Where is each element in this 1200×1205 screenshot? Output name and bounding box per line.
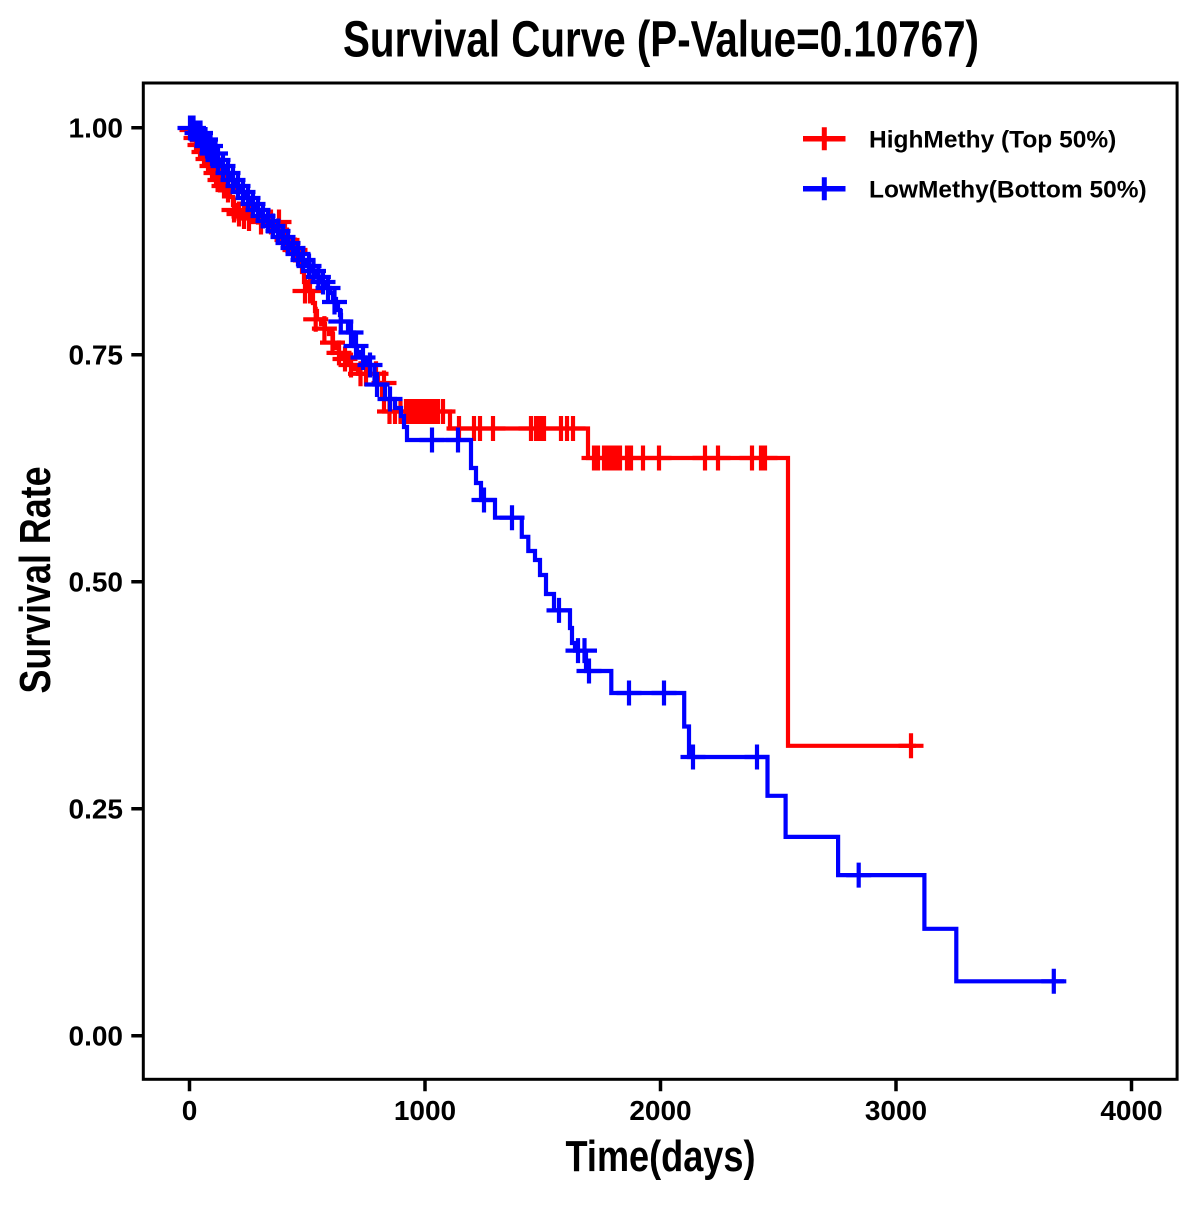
svg-text:Survival Rate: Survival Rate xyxy=(11,467,60,694)
svg-text:Survival Curve (P-Value=0.1076: Survival Curve (P-Value=0.10767) xyxy=(343,11,979,68)
svg-text:LowMethy(Bottom 50%): LowMethy(Bottom 50%) xyxy=(869,176,1147,203)
svg-text:Time(days): Time(days) xyxy=(566,1132,756,1181)
svg-text:0.25: 0.25 xyxy=(69,794,124,825)
svg-text:0.50: 0.50 xyxy=(69,566,124,597)
svg-text:0.00: 0.00 xyxy=(69,1021,124,1052)
svg-text:1000: 1000 xyxy=(394,1095,456,1126)
svg-text:0.75: 0.75 xyxy=(69,339,124,370)
svg-text:1.00: 1.00 xyxy=(69,112,124,143)
svg-text:0: 0 xyxy=(182,1095,198,1126)
svg-text:2000: 2000 xyxy=(629,1095,691,1126)
svg-text:3000: 3000 xyxy=(865,1095,927,1126)
svg-text:4000: 4000 xyxy=(1100,1095,1162,1126)
svg-text:HighMethy (Top 50%): HighMethy (Top 50%) xyxy=(869,126,1116,153)
